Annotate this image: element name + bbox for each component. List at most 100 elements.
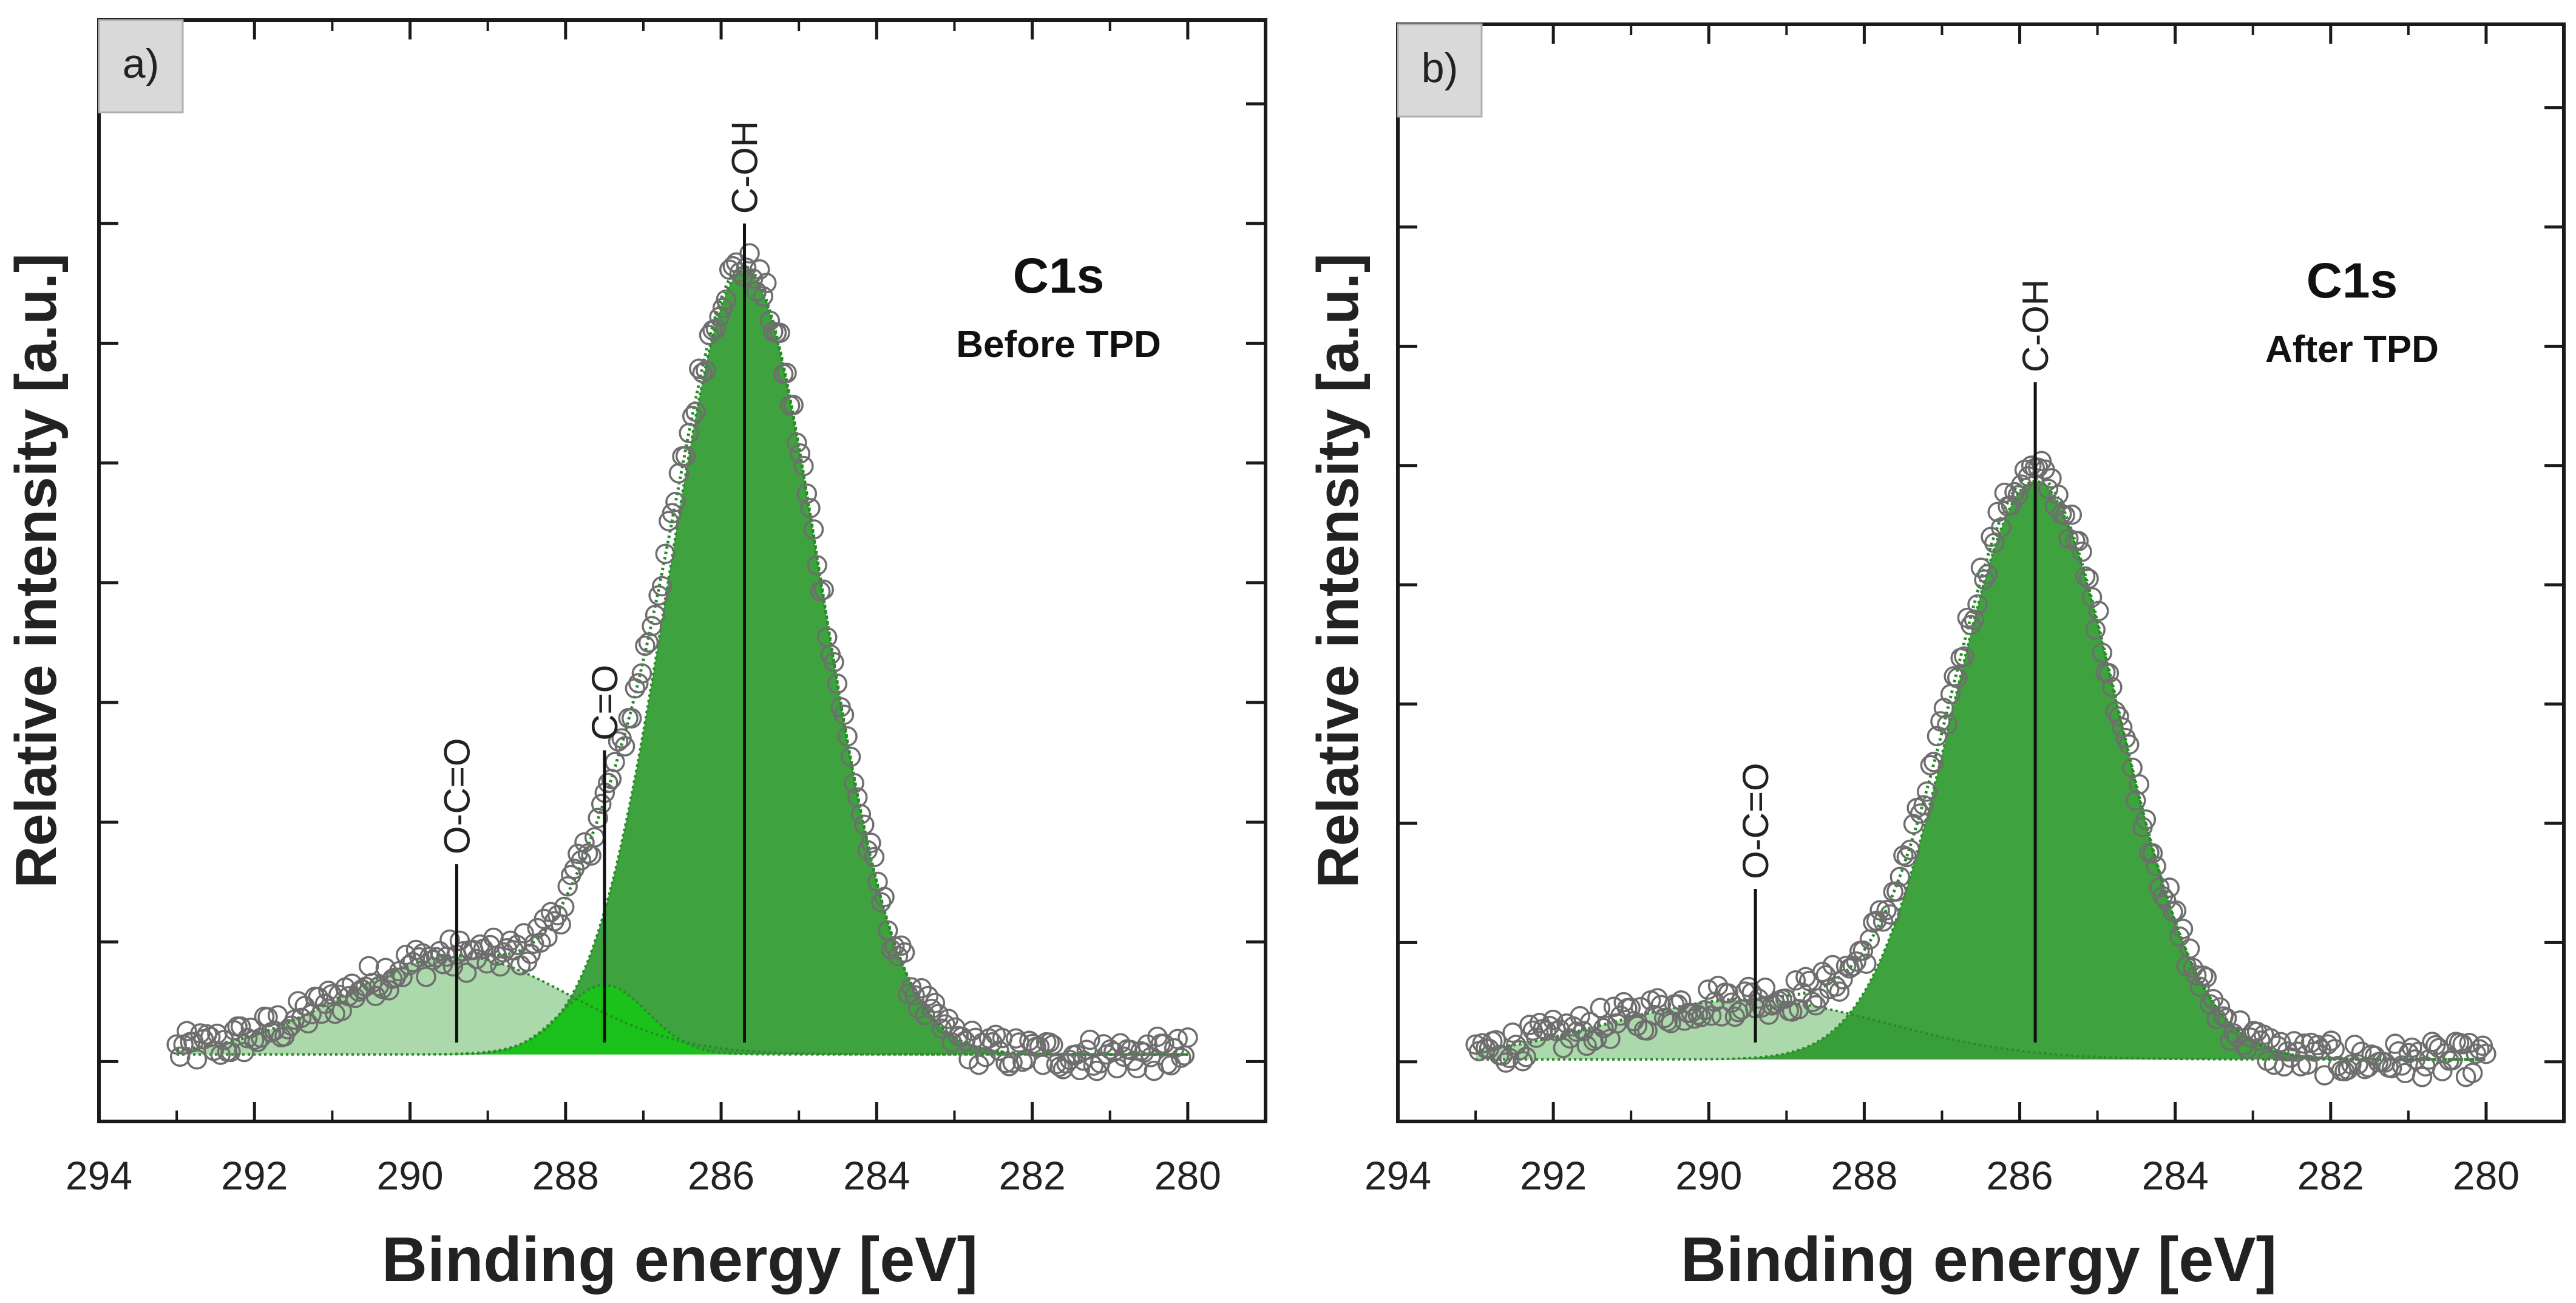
- panel-b-data-point: [1502, 1022, 1523, 1043]
- panel-b-component-fill-o-c-o: [1476, 999, 2486, 1060]
- panel-a-data-point: [1093, 1034, 1114, 1055]
- panel-b-data-point: [2149, 877, 2170, 898]
- panel-b-title: C1s: [2307, 253, 2398, 308]
- panel-b-x-tick-label: 288: [1831, 1153, 1897, 1198]
- panel-a-title: C1s: [1013, 248, 1104, 304]
- panel-b-data-point: [1826, 976, 1846, 997]
- panel-a-data-point: [861, 832, 881, 853]
- panel-a-data-point: [395, 944, 416, 965]
- panel-a-data-point: [220, 1041, 241, 1063]
- panel-a-data-point: [591, 794, 612, 815]
- panel-b-data-point: [1924, 752, 1944, 772]
- panel-a-data-point: [530, 932, 551, 953]
- panel-a-data-point: [257, 1007, 278, 1028]
- panel-b-data-point: [2388, 1041, 2409, 1062]
- panel-b-data-point: [2344, 1035, 2365, 1055]
- panel-b-data-point: [1516, 1047, 1537, 1067]
- panel-a-data-point: [1032, 1055, 1053, 1075]
- panel-a-data-point: [824, 652, 844, 673]
- panel-a-data-point: [642, 616, 662, 637]
- panel-b-peak-markers: O-C=O C-OH: [1735, 279, 2056, 1043]
- panel-a-data-point: [1137, 1034, 1158, 1055]
- panel-b-data-point: [1670, 990, 1692, 1011]
- panel-b-data-point: [2038, 478, 2059, 500]
- panel-a-x-tick-label: 282: [999, 1153, 1066, 1198]
- panel-a-x-tick-label: 286: [688, 1153, 754, 1198]
- panel-a-data-point: [800, 498, 821, 519]
- panel-a-axes: 294 292 290 288 286 284 282 280: [66, 18, 1267, 1198]
- panel-b-data-point: [1815, 965, 1836, 986]
- panel-b-data-point: [2317, 1034, 2338, 1055]
- panel-b-data-point: [1927, 726, 1948, 747]
- panel-a-data-point: [675, 446, 696, 466]
- panel-a-data-point: [648, 585, 669, 606]
- panel-a-data-point: [759, 310, 781, 331]
- panel-a-data-point: [813, 579, 834, 600]
- panel-b-data-point: [1620, 998, 1641, 1018]
- panel-a-data-point: [621, 708, 642, 729]
- panel-b-data-point: [1829, 981, 1850, 1002]
- panel-b-x-tick-label: 284: [2142, 1153, 2209, 1198]
- panel-b-data-point: [1835, 956, 1857, 976]
- panel-b-data-point: [2337, 1060, 2359, 1080]
- panel-b-data-point: [2455, 1066, 2476, 1087]
- panel-a-data-point: [682, 406, 703, 426]
- panel-b-data-point: [1890, 866, 1911, 887]
- panel-b-data-point: [2432, 1061, 2453, 1081]
- panel-a-data-point: [776, 362, 797, 384]
- panel-a-data-point: [1080, 1029, 1100, 1050]
- panel-a-data-point: [793, 455, 814, 477]
- panel-b-data-point: [1866, 910, 1887, 931]
- panel-b-data-point: [1961, 614, 1981, 636]
- panel-b-data-point: [2048, 485, 2069, 505]
- panel-a-data-point: [554, 896, 575, 917]
- panel-b-data-point: [1583, 1030, 1604, 1052]
- panel-b-component-fill-c-oh: [1476, 481, 2486, 1060]
- panel-a-data-point: [247, 1032, 268, 1052]
- panel-a-data-point: [520, 944, 541, 964]
- panel-a-chart: O-C=O C=O C-OH 294 292 290 288 286 284 282 280 a)…: [4, 18, 1267, 1295]
- panel-b-data-point: [2398, 1043, 2419, 1064]
- panel-a-data-point: [850, 804, 872, 825]
- panel-a-data-point: [392, 967, 413, 988]
- panel-a-data-point: [631, 663, 652, 684]
- panel-a-data-point: [753, 286, 774, 307]
- panel-a-data-point: [904, 985, 925, 1005]
- panel-a-data-point: [705, 318, 727, 339]
- panel-a-data-point: [379, 980, 399, 1001]
- panel-a-label: a): [123, 41, 159, 87]
- panel-b-data-point: [1785, 970, 1806, 991]
- panel-a-data-point: [709, 307, 730, 327]
- panel-b-data-point: [1991, 517, 2012, 538]
- panel-b-plot-frame: [1396, 22, 2566, 1123]
- panel-b-data-point: [1937, 714, 1957, 735]
- panel-b-data-point: [1758, 1004, 1779, 1025]
- panel-b-data-point: [1916, 781, 1937, 802]
- panel-a-data-point: [557, 876, 578, 897]
- panel-a-data-point: [989, 1040, 1009, 1061]
- panel-a-data-point: [186, 1049, 208, 1070]
- panel-a-data-point: [1154, 1033, 1174, 1054]
- panel-a-data-point: [756, 273, 777, 293]
- panel-b-data-point: [1977, 564, 1998, 585]
- panel-b-data-point: [2126, 790, 2146, 811]
- panel-b-data-point: [2129, 774, 2150, 795]
- panel-a-data-point: [807, 555, 827, 576]
- panel-b-data-point: [2146, 856, 2166, 877]
- panel-a-data-point: [918, 985, 939, 1007]
- panel-a-fills: [177, 270, 1188, 1055]
- panel-b-chart: O-C=O C-OH 294 292 290 288 286 284 282 280 b) C1…: [1306, 22, 2566, 1295]
- panel-a-data-point: [1110, 1033, 1131, 1054]
- panel-b-data-point: [2476, 1043, 2496, 1064]
- panel-a-peak-label-c-oh: C-OH: [725, 121, 765, 214]
- panel-b-data-point: [1967, 594, 1988, 615]
- panel-a-data-point: [928, 1004, 949, 1024]
- panel-a-x-tick-label: 288: [532, 1153, 599, 1198]
- panel-b-data-point: [1974, 570, 1995, 590]
- panel-a-data-point: [651, 576, 673, 597]
- panel-b-data-point: [2068, 531, 2089, 552]
- panel-b-data-point: [2320, 1030, 2342, 1051]
- panel-b-data-point: [1724, 1006, 1746, 1027]
- panel-b-data-point: [1846, 951, 1866, 972]
- panel-a-y-axis-label: Relative intensity [a.u.]: [4, 253, 69, 888]
